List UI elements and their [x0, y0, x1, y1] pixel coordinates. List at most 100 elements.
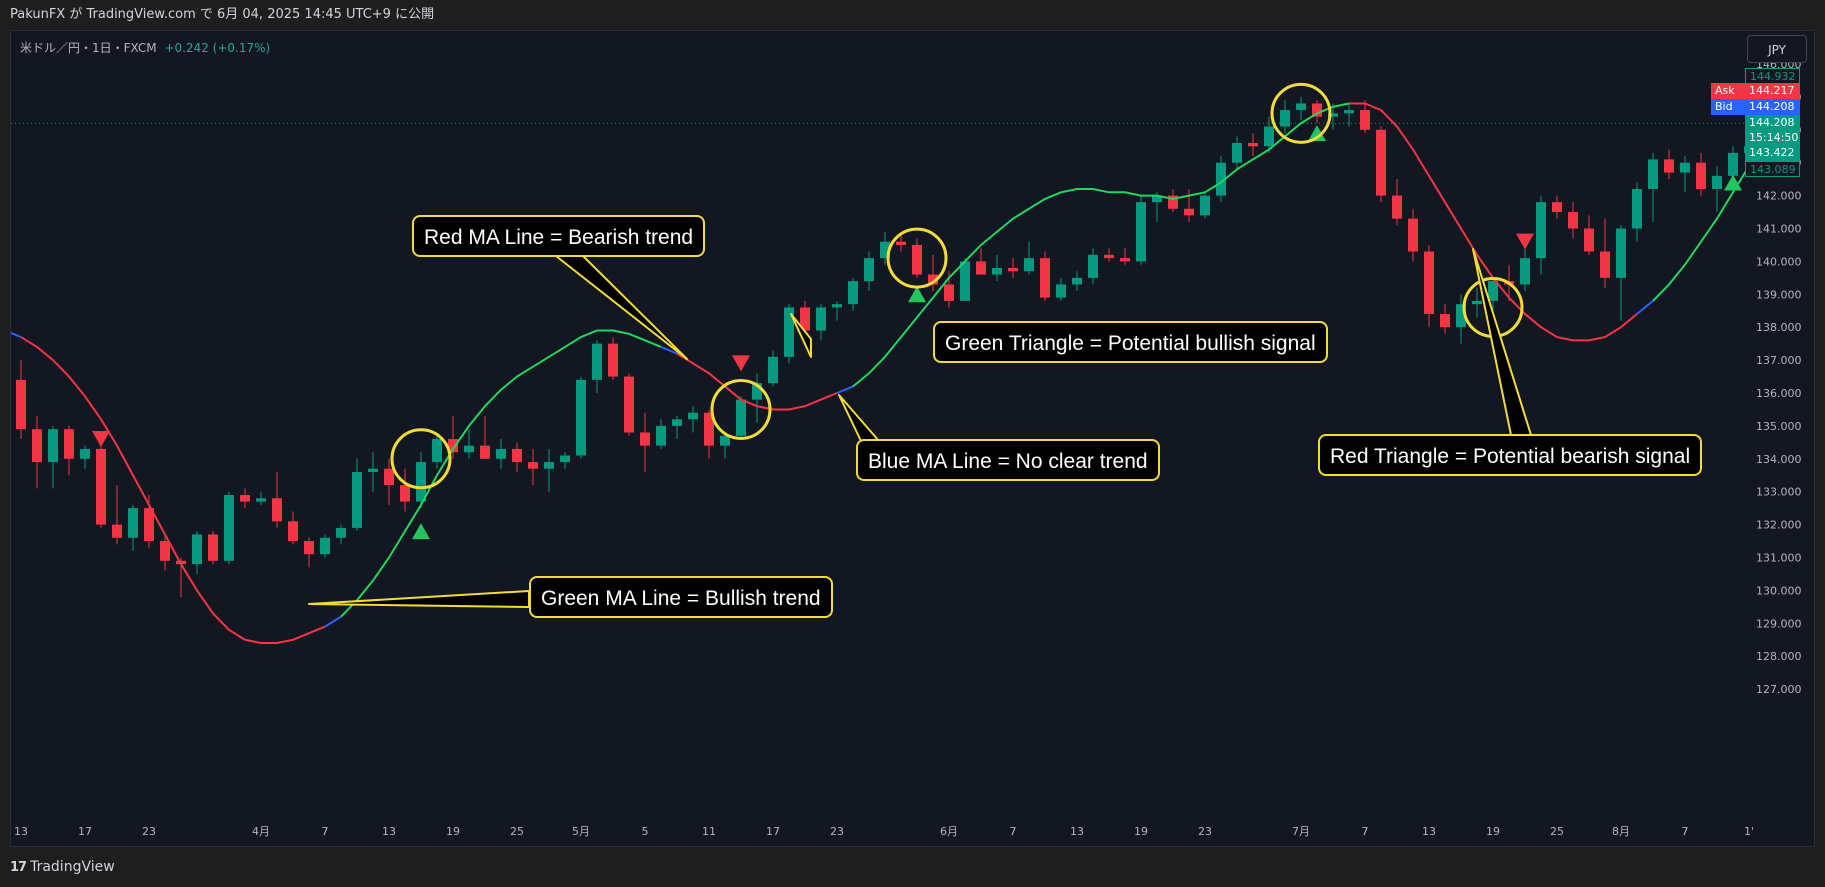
footer: 17 TradingView — [0, 847, 1825, 887]
candle-body — [1600, 251, 1610, 278]
candle-body — [992, 267, 1002, 275]
candle-body — [32, 429, 42, 463]
candle-body — [1440, 314, 1450, 328]
candle-body — [160, 541, 170, 561]
candle-body — [752, 383, 762, 400]
candle-body — [16, 379, 26, 430]
tradingview-logo[interactable]: 17 TradingView — [10, 859, 115, 875]
callout-red-triangle: Red Triangle = Potential bearish signal — [1318, 434, 1703, 476]
candle-body — [1584, 228, 1594, 252]
callout-pointer — [790, 313, 812, 358]
ask-tag: Ask — [1711, 83, 1745, 99]
candle-body — [1680, 162, 1690, 173]
candle-body — [576, 379, 586, 456]
x-tick-label: 7 — [1682, 825, 1689, 838]
candle-body — [1552, 202, 1562, 213]
candle-body — [416, 462, 426, 502]
x-tick-label: 17 — [78, 825, 92, 838]
candle-body — [816, 307, 826, 331]
candle-body — [1072, 277, 1082, 285]
candle-body — [320, 537, 330, 555]
candle-body — [512, 448, 522, 463]
ma-line-blue — [11, 331, 22, 338]
candle-body — [1360, 110, 1370, 130]
sell-signal-triangle — [732, 355, 750, 372]
candle-body — [1696, 162, 1706, 190]
y-tick-label: 131.000 — [1756, 552, 1802, 565]
candle-body — [624, 376, 634, 433]
symbol-info: 米ドル／円・1日・FXCM +0.242 (+0.17%) — [20, 39, 270, 56]
candle-body — [48, 429, 58, 463]
x-tick-label: 19 — [1486, 825, 1500, 838]
candle-body — [544, 462, 554, 469]
callout-green-triangle: Green Triangle = Potential bullish signa… — [933, 321, 1328, 363]
highlight-circle — [390, 428, 452, 490]
candle-body — [1120, 258, 1130, 262]
x-tick-label: 23 — [830, 825, 844, 838]
buy-signal-triangle — [1308, 125, 1326, 142]
currency-button[interactable]: JPY — [1747, 35, 1807, 63]
x-tick-label: 11 — [702, 825, 716, 838]
ma-line-blue — [1636, 300, 1654, 315]
candle-body — [736, 399, 746, 436]
candle-body — [928, 274, 938, 285]
candle-body — [304, 541, 314, 555]
buy-signal-triangle — [1724, 174, 1742, 191]
candle-body — [688, 412, 698, 420]
highlight-circle — [886, 227, 948, 289]
callout-red-ma: Red MA Line = Bearish trend — [412, 215, 706, 257]
callout-pointer — [555, 255, 688, 360]
candle-body — [1136, 202, 1146, 262]
y-tick-label: 137.000 — [1756, 354, 1802, 367]
y-tick-label: 141.000 — [1756, 223, 1802, 236]
candle-body — [1184, 208, 1194, 216]
candle-body — [1040, 258, 1050, 298]
candle-body — [1568, 212, 1578, 229]
price-chart[interactable]: 146.000145.000144.000143.000142.000141.0… — [11, 31, 1816, 848]
ma-line-green — [340, 329, 662, 618]
candle-body — [368, 468, 378, 472]
symbol-change: +0.242 (+0.17%) — [164, 41, 271, 55]
candle-body — [64, 429, 74, 459]
candle-body — [1296, 103, 1306, 111]
ma-line-blue — [836, 385, 854, 394]
candle-body — [1392, 195, 1402, 219]
candle-body — [944, 284, 954, 301]
candle-body — [400, 485, 410, 502]
highlight-circle — [710, 378, 772, 440]
candle-body — [1664, 159, 1674, 173]
callout-blue-ma: Blue MA Line = No clear trend — [856, 439, 1160, 481]
candle-body — [1264, 126, 1274, 147]
candle-body — [352, 471, 362, 528]
y-tick-label: 129.000 — [1756, 617, 1802, 630]
x-tick-label: 5月 — [572, 825, 590, 838]
candle-body — [1056, 284, 1066, 298]
candle-body — [960, 261, 970, 301]
candle-body — [288, 521, 298, 542]
callout-green-ma: Green MA Line = Bullish trend — [529, 576, 833, 618]
brand-name: TradingView — [30, 859, 115, 875]
y-tick-label: 130.000 — [1756, 584, 1802, 597]
candle-body — [720, 435, 730, 446]
x-tick-label: 23 — [142, 825, 156, 838]
candle-body — [384, 468, 394, 486]
candle-body — [1648, 159, 1658, 190]
x-tick-label: 13 — [1070, 825, 1084, 838]
chart-frame[interactable]: 146.000145.000144.000143.000142.000141.0… — [10, 30, 1815, 847]
candle-body — [1472, 300, 1482, 305]
candle-body — [80, 448, 90, 459]
candle-body — [128, 508, 138, 538]
bid-tag: Bid — [1711, 99, 1745, 115]
publish-text: PakunFX が TradingView.com で 6月 04, 2025 … — [10, 7, 435, 22]
y-tick-label: 134.000 — [1756, 453, 1802, 466]
candle-body — [560, 455, 570, 463]
candle-body — [1024, 258, 1034, 272]
ma-line-green — [852, 102, 1350, 388]
candle-body — [1456, 304, 1466, 328]
candle-body — [272, 498, 282, 522]
y-tick-label: 140.000 — [1756, 255, 1802, 268]
candle-body — [1712, 175, 1722, 190]
candle-body — [336, 527, 346, 538]
x-tick-label: 25 — [510, 825, 524, 838]
x-tick-label: 13 — [14, 825, 28, 838]
